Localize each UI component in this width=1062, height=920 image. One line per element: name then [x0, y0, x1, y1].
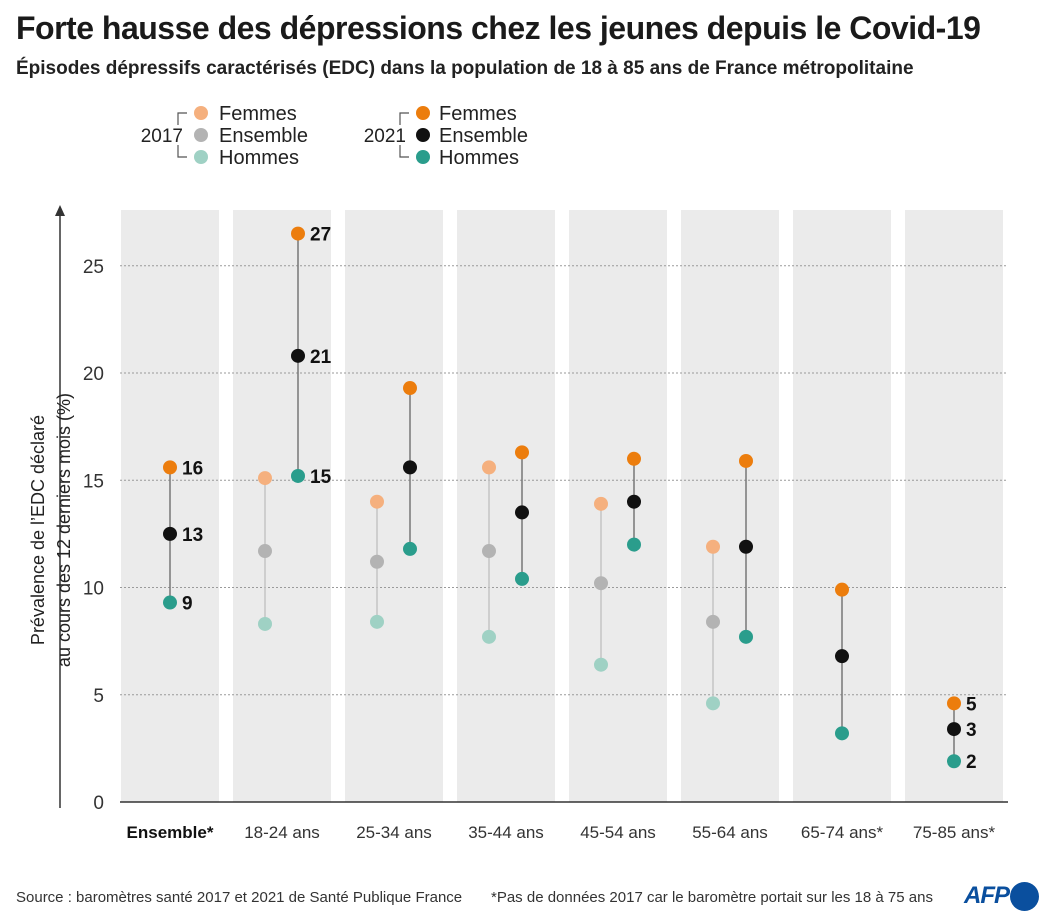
legend-dot: [416, 106, 430, 120]
data-point: [370, 614, 384, 629]
data-label: 21: [310, 347, 332, 368]
data-point: [706, 614, 720, 629]
data-point: [835, 649, 849, 664]
y-tick-label: 20: [83, 364, 104, 385]
data-label: 2: [966, 752, 977, 773]
data-point: [163, 460, 177, 475]
data-point: [706, 539, 720, 554]
x-tick-label: 55-64 ans: [692, 823, 768, 842]
data-point: [291, 348, 305, 363]
legend-dot: [416, 128, 430, 142]
data-point: [403, 541, 417, 556]
data-point: [403, 460, 417, 475]
y-axis-arrow-head: [55, 205, 65, 216]
data-point: [627, 494, 641, 509]
legend-label: Hommes: [219, 147, 299, 169]
data-point: [739, 629, 753, 644]
x-tick-label: Ensemble*: [127, 823, 214, 842]
y-tick-label: 5: [93, 686, 104, 707]
data-point: [835, 582, 849, 597]
legend-dot: [194, 150, 208, 164]
data-point: [515, 445, 529, 460]
data-point: [258, 471, 272, 486]
data-point: [370, 494, 384, 509]
data-point: [706, 696, 720, 711]
legend-bracket: [177, 112, 187, 158]
legend-dot: [194, 128, 208, 142]
data-point: [947, 696, 961, 711]
data-point: [835, 726, 849, 741]
legend-label: Femmes: [219, 103, 297, 125]
data-point: [947, 722, 961, 737]
data-point: [403, 381, 417, 396]
y-tick-label: 10: [83, 579, 104, 600]
category-band: [233, 210, 331, 802]
legend-dot: [416, 150, 430, 164]
y-axis-label: au cours des 12 derniers mois (%): [54, 393, 74, 667]
legend-label: Ensemble: [439, 125, 528, 147]
data-point: [482, 460, 496, 475]
legend-bracket: [399, 112, 409, 158]
data-point: [515, 505, 529, 520]
x-tick-label: 25-34 ans: [356, 823, 432, 842]
data-point: [594, 657, 608, 672]
afp-logo-text: AFP: [964, 882, 1010, 909]
data-point: [482, 629, 496, 644]
category-band: [457, 210, 555, 802]
category-band: [569, 210, 667, 802]
legend-year: 2021: [364, 126, 406, 147]
afp-logo: AFP: [964, 880, 1039, 912]
data-point: [370, 554, 384, 569]
legend-label: Ensemble: [219, 125, 308, 147]
data-point: [163, 526, 177, 541]
footnote: *Pas de données 2017 car le baromètre po…: [491, 889, 933, 906]
y-tick-label: 0: [93, 793, 104, 814]
data-point: [258, 544, 272, 559]
data-point: [947, 754, 961, 769]
category-band: [681, 210, 779, 802]
data-point: [163, 595, 177, 610]
data-label: 9: [182, 594, 193, 615]
data-point: [594, 496, 608, 511]
x-tick-label: 45-54 ans: [580, 823, 656, 842]
data-point: [291, 226, 305, 241]
legend-dot: [194, 106, 208, 120]
x-tick-label: 35-44 ans: [468, 823, 544, 842]
data-point: [739, 453, 753, 468]
legend-label: Femmes: [439, 103, 517, 125]
data-point: [627, 451, 641, 466]
chart-title: Forte hausse des dépressions chez les je…: [16, 10, 981, 46]
data-label: 15: [310, 467, 332, 488]
y-tick-label: 15: [83, 471, 104, 492]
data-point: [739, 539, 753, 554]
data-point: [482, 544, 496, 559]
data-label: 16: [182, 458, 203, 479]
data-point: [627, 537, 641, 552]
legend-label: Hommes: [439, 147, 519, 169]
data-label: 5: [966, 694, 977, 715]
category-band: [345, 210, 443, 802]
x-tick-label: 18-24 ans: [244, 823, 320, 842]
y-axis-label: Prévalence de l’EDC déclaré: [28, 415, 48, 645]
data-label: 13: [182, 525, 203, 546]
data-label: 27: [310, 225, 331, 246]
data-point: [594, 576, 608, 591]
chart-subtitle: Épisodes dépressifs caractérisés (EDC) d…: [16, 58, 914, 79]
x-tick-label: 65-74 ans*: [801, 823, 884, 842]
source-note: Source : baromètres santé 2017 et 2021 d…: [16, 889, 463, 906]
data-point: [515, 571, 529, 586]
afp-logo-disc-icon: [1010, 881, 1039, 911]
data-point: [291, 468, 305, 483]
data-point: [258, 616, 272, 631]
y-tick-label: 25: [83, 257, 104, 278]
x-tick-label: 75-85 ans*: [913, 823, 996, 842]
legend-year: 2017: [141, 126, 183, 147]
data-label: 3: [966, 720, 977, 741]
